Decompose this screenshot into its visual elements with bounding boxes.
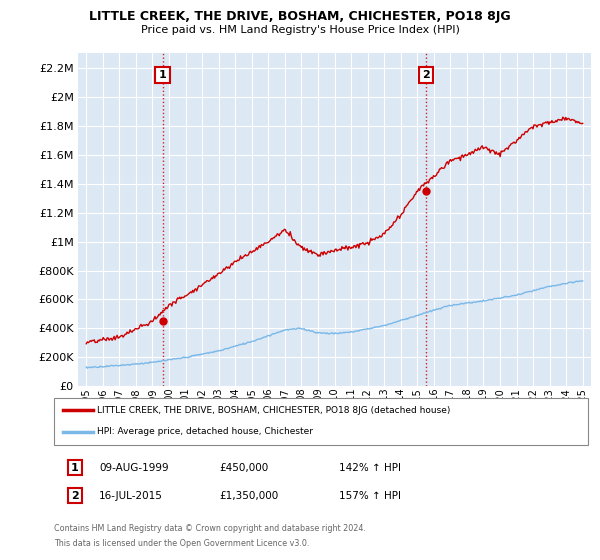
Text: Contains HM Land Registry data © Crown copyright and database right 2024.: Contains HM Land Registry data © Crown c… <box>54 524 366 533</box>
Text: 1: 1 <box>158 70 166 80</box>
Text: 2: 2 <box>71 491 79 501</box>
Text: 157% ↑ HPI: 157% ↑ HPI <box>339 491 401 501</box>
Text: 16-JUL-2015: 16-JUL-2015 <box>99 491 163 501</box>
Text: HPI: Average price, detached house, Chichester: HPI: Average price, detached house, Chic… <box>97 427 313 436</box>
Text: Price paid vs. HM Land Registry's House Price Index (HPI): Price paid vs. HM Land Registry's House … <box>140 25 460 35</box>
Text: 09-AUG-1999: 09-AUG-1999 <box>99 463 169 473</box>
Text: 1: 1 <box>71 463 79 473</box>
Text: £1,350,000: £1,350,000 <box>219 491 278 501</box>
Text: 2: 2 <box>422 70 430 80</box>
Text: LITTLE CREEK, THE DRIVE, BOSHAM, CHICHESTER, PO18 8JG (detached house): LITTLE CREEK, THE DRIVE, BOSHAM, CHICHES… <box>97 406 451 415</box>
Text: £450,000: £450,000 <box>219 463 268 473</box>
Text: This data is licensed under the Open Government Licence v3.0.: This data is licensed under the Open Gov… <box>54 539 310 548</box>
Text: 142% ↑ HPI: 142% ↑ HPI <box>339 463 401 473</box>
Text: LITTLE CREEK, THE DRIVE, BOSHAM, CHICHESTER, PO18 8JG: LITTLE CREEK, THE DRIVE, BOSHAM, CHICHES… <box>89 10 511 23</box>
